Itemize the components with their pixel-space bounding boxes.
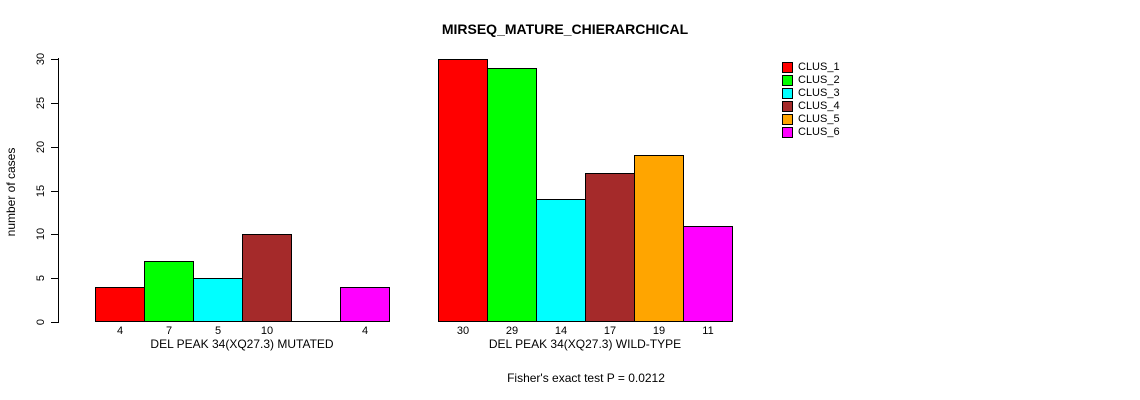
y-axis-tick-label: 15 [35, 184, 47, 198]
legend-label: CLUS_1 [798, 61, 840, 73]
legend-swatch-clus_3 [782, 88, 793, 99]
y-axis-tick [51, 59, 58, 60]
legend-label: CLUS_3 [798, 87, 840, 99]
bar-value-label: 10 [260, 325, 274, 337]
legend-item-clus_3: CLUS_3 [782, 87, 840, 100]
x-axis-label-mutated: DEL PEAK 34(XQ27.3) MUTATED [150, 337, 334, 351]
bar-clus_3-mutated [193, 278, 243, 322]
legend-item-clus_5: CLUS_5 [782, 113, 840, 126]
bar-value-label: 29 [505, 325, 519, 337]
legend-label: CLUS_5 [798, 113, 840, 125]
bar-clus_1-mutated [95, 287, 145, 322]
footnote-fisher-test: Fisher's exact test P = 0.0212 [507, 371, 665, 385]
legend-swatch-clus_6 [782, 127, 793, 138]
y-axis-tick-label: 0 [35, 318, 47, 326]
bar-clus_6-wild-type [683, 226, 733, 322]
bar-value-label: 17 [603, 325, 617, 337]
bar-value-label: 7 [165, 325, 173, 337]
y-axis-tick-label: 5 [35, 274, 47, 282]
bar-value-label: 30 [456, 325, 470, 337]
legend-item-clus_4: CLUS_4 [782, 100, 840, 113]
y-axis-tick [51, 234, 58, 235]
bar-clus_4-wild-type [585, 173, 635, 322]
legend-item-clus_1: CLUS_1 [782, 61, 840, 74]
legend-swatch-clus_5 [782, 114, 793, 125]
legend-swatch-clus_2 [782, 75, 793, 86]
y-axis-tick-label: 20 [35, 140, 47, 154]
legend: CLUS_1 CLUS_2 CLUS_3 CLUS_4 CLUS_5 CLUS_6 [782, 61, 840, 139]
bar-clus_2-wild-type [487, 68, 537, 322]
legend-label: CLUS_4 [798, 100, 840, 112]
bar-value-label: 14 [554, 325, 568, 337]
bar-value-label: 11 [702, 325, 714, 337]
legend-label: CLUS_6 [798, 126, 840, 138]
legend-label: CLUS_2 [798, 74, 840, 86]
y-axis-tick [51, 147, 58, 148]
legend-item-clus_2: CLUS_2 [782, 74, 840, 87]
legend-swatch-clus_4 [782, 101, 793, 112]
bar-value-label: 5 [214, 325, 222, 337]
bar-clus_6-mutated [340, 287, 390, 322]
y-axis-tick-label: 30 [35, 52, 47, 66]
bar-clus_3-wild-type [536, 199, 586, 322]
bar-clus_4-mutated [242, 234, 292, 322]
x-axis-label-wild-type: DEL PEAK 34(XQ27.3) WILD-TYPE [488, 337, 682, 351]
legend-swatch-clus_1 [782, 62, 793, 73]
y-axis-tick-label: 25 [35, 96, 47, 110]
bar-value-label: 4 [116, 325, 124, 337]
bar-clus_2-mutated [144, 261, 194, 322]
zero-bar-clus_5-mutated [291, 321, 341, 322]
legend-item-clus_6: CLUS_6 [782, 126, 840, 139]
bar-clus_5-wild-type [634, 155, 684, 322]
y-axis-tick-label: 10 [35, 227, 47, 241]
bar-value-label: 4 [361, 325, 369, 337]
y-axis-tick [51, 278, 58, 279]
y-axis-line [58, 58, 59, 323]
chart-title: MIRSEQ_MATURE_CHIERARCHICAL [441, 21, 689, 37]
bar-value-label: 19 [652, 325, 666, 337]
y-axis-tick [51, 103, 58, 104]
bar-clus_1-wild-type [438, 59, 488, 322]
y-axis-tick [51, 191, 58, 192]
y-axis-tick [51, 322, 58, 323]
